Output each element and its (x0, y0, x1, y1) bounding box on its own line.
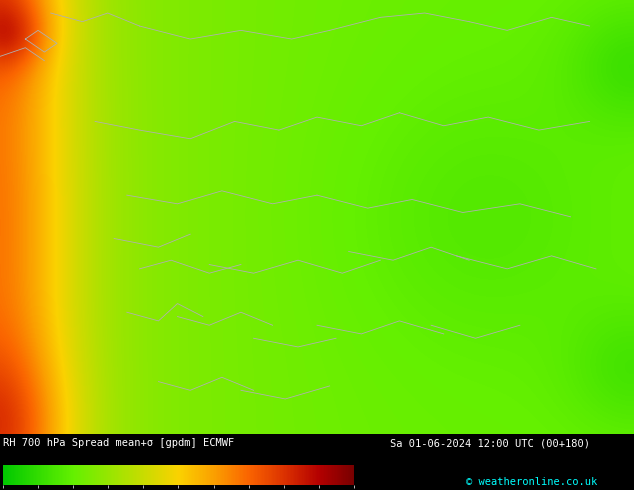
Text: RH 700 hPa Spread mean+σ [gpdm] ECMWF: RH 700 hPa Spread mean+σ [gpdm] ECMWF (3, 438, 235, 448)
Text: © weatheronline.co.uk: © weatheronline.co.uk (466, 477, 597, 487)
Text: Sa 01-06-2024 12:00 UTC (00+180): Sa 01-06-2024 12:00 UTC (00+180) (390, 438, 590, 448)
